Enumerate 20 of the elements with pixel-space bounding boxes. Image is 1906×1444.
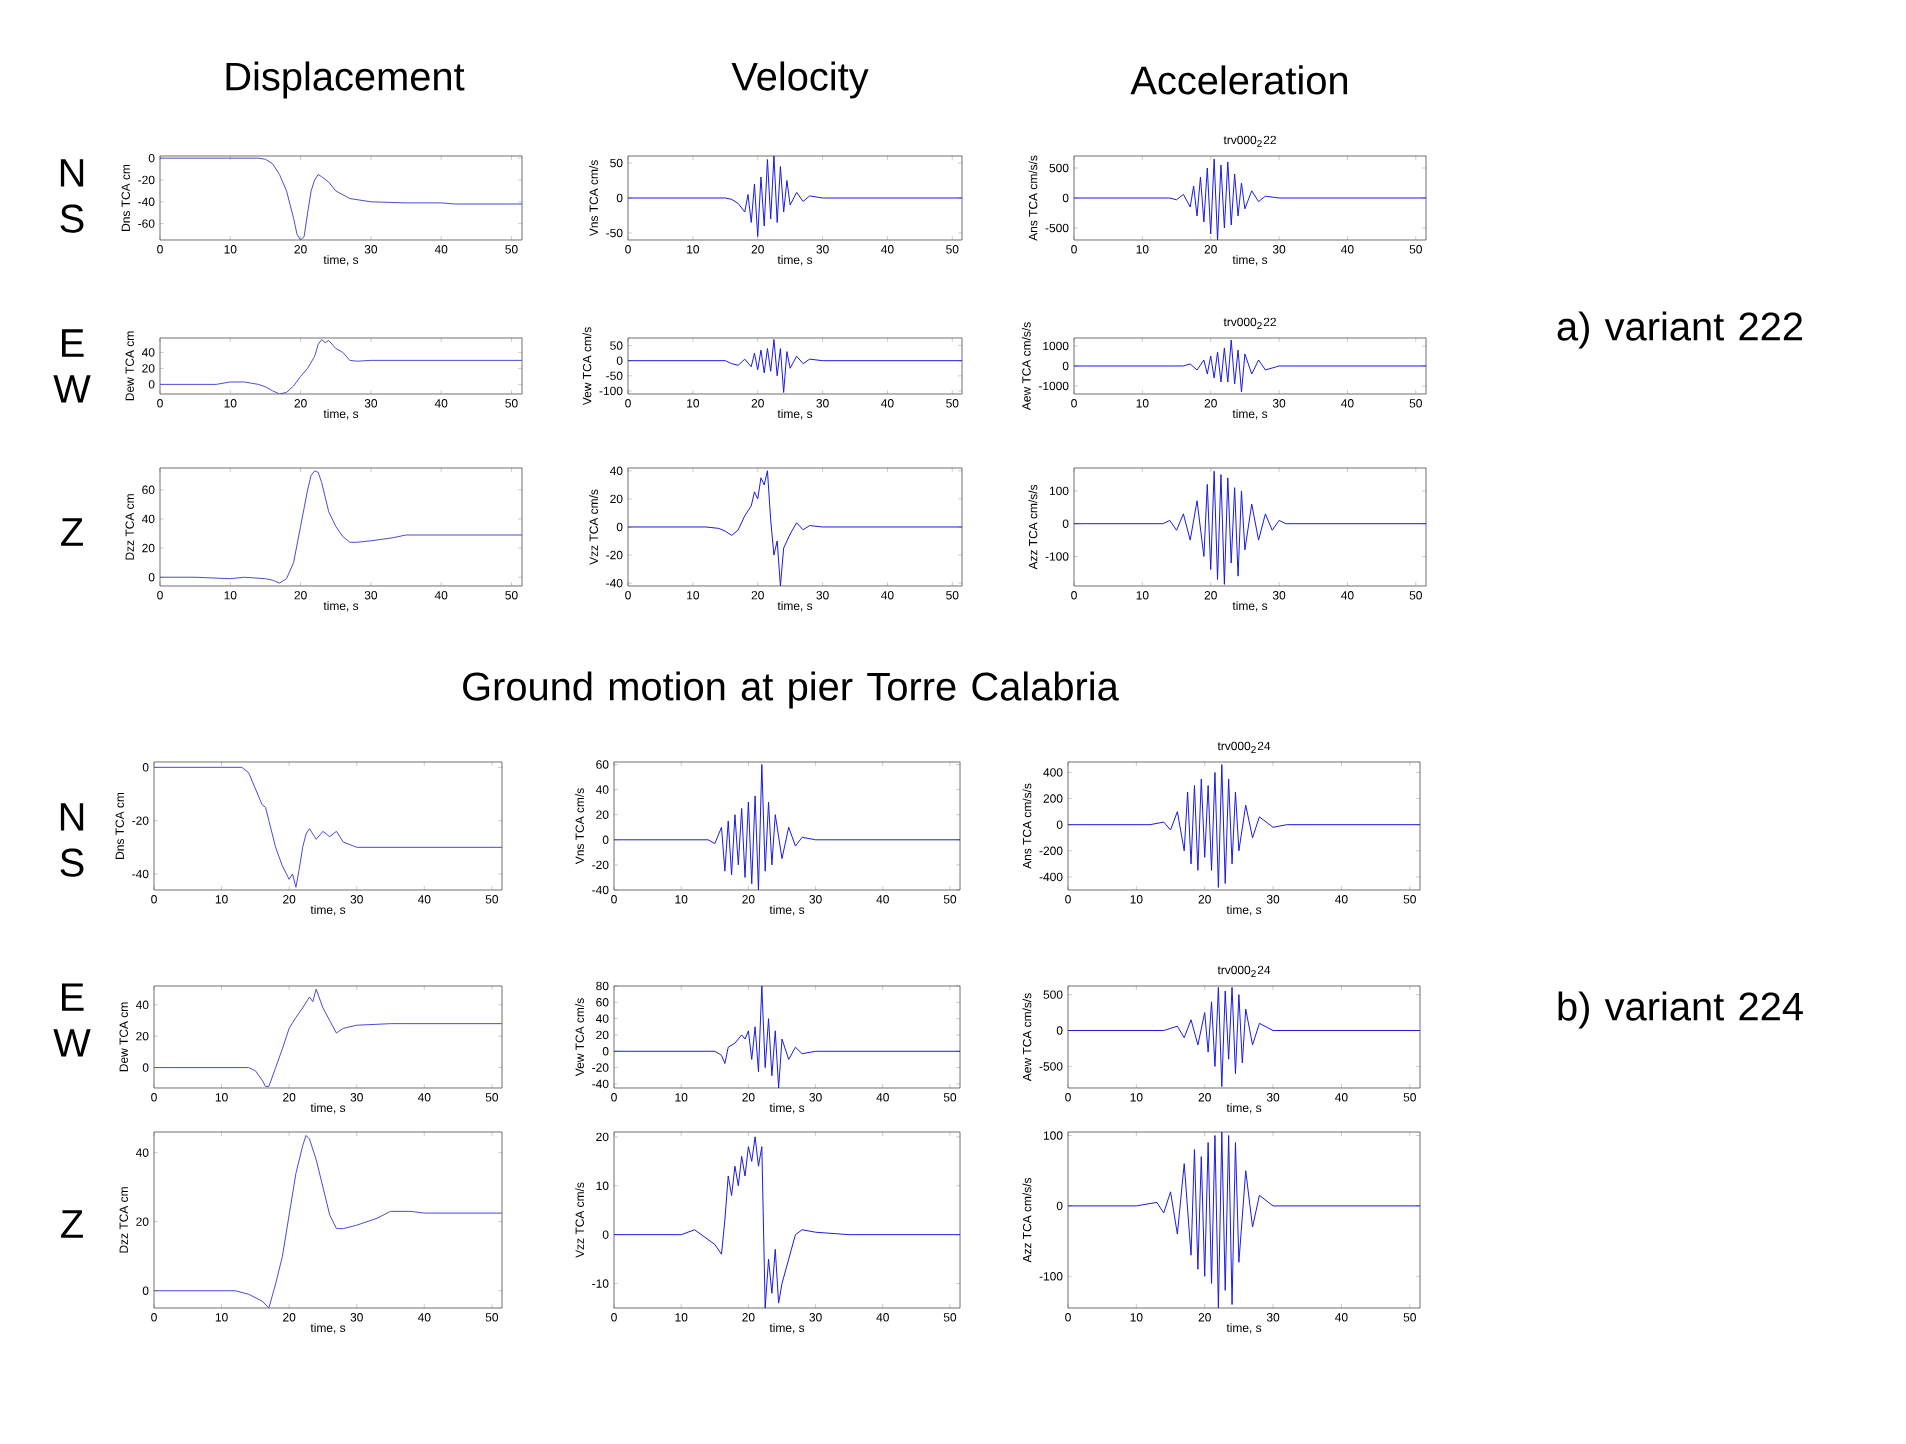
text: Z (61, 518, 83, 546)
line-series (614, 764, 961, 890)
text: Displacement (226, 61, 465, 99)
line-series (1074, 470, 1427, 585)
text: N S (60, 159, 84, 233)
line-series (628, 339, 963, 393)
text: a) variant 222 (1557, 311, 1802, 349)
text: Velocity (731, 61, 869, 99)
text: E W (53, 329, 91, 403)
line-series (1068, 986, 1421, 1088)
text: b) variant 224 (1558, 991, 1803, 1029)
line-series (1068, 1132, 1421, 1308)
line-series (1068, 764, 1421, 888)
text: Ground motion at pier Torre Calabria (463, 671, 1119, 709)
line-series (1074, 339, 1427, 393)
text: E W (53, 983, 91, 1057)
text: Acceleration (1130, 65, 1348, 95)
text: N S (60, 803, 84, 877)
line-series (1074, 158, 1427, 240)
text: Z (61, 1210, 83, 1238)
